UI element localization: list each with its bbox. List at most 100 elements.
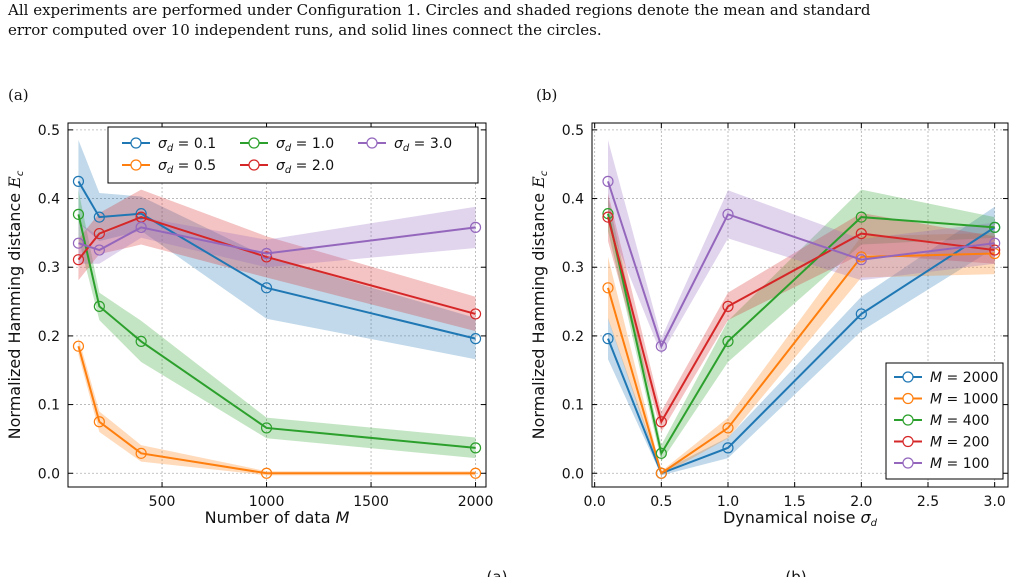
error-band-series-2 [608,189,995,462]
legend-swatch-marker [248,159,260,171]
series-line-4 [607,181,995,349]
legend-swatch-marker [902,457,914,469]
legend-swatch-marker [902,414,914,426]
legend-label: M = 2000 [930,370,998,386]
data-point-2-4 [469,442,482,454]
plot-frame [67,122,487,488]
caption-line-1: All experiments are performed under Conf… [8,1,871,19]
x-tick-label: 0.5 [650,494,672,510]
y-tick-label: 0.3 [38,260,60,276]
data-point-1-2 [135,447,147,459]
data-point-1-3 [260,467,273,479]
error-band-series-4 [78,206,476,268]
data-point-0-0 [72,175,85,187]
data-point-4-0 [72,237,85,249]
legend-swatch-marker [130,137,142,149]
x-axis-label: Dynamical noise σd [723,508,878,529]
x-tick-label: 3.0 [984,494,1006,510]
series-line-1 [607,252,995,475]
series-line-4 [78,226,476,255]
y-tick-label: 0.4 [38,192,60,208]
series-line-0 [607,226,996,475]
data-point-1-0 [602,282,614,294]
data-point-1-1 [655,467,667,479]
data-point-2-3 [855,211,867,223]
x-tick-label: 2.0 [850,494,872,510]
chart-panel-b: 0.0 0.5 1.0 1.5 2.0 2.5 3.0 0.0 0.1 0.2 0.3 0.4 0.5 D… [529,122,1009,529]
y-tick-label: 0.5 [562,123,584,139]
data-point-4-4 [469,221,482,233]
x-tick-label: 500 [149,494,176,510]
x-tick-label: 1.5 [784,494,806,510]
data-point-2-2 [135,335,147,347]
series-line-2 [607,213,995,457]
data-point-0-0 [602,333,614,345]
legend-swatch-marker [248,137,260,149]
error-band-series-1 [608,232,995,476]
legend-label: σd = 3.0 [394,136,452,154]
y-tick-label: 0.2 [562,329,584,345]
legend-swatch-marker [902,371,914,383]
y-axis-label: Normalized Hamming distance Ec [529,170,550,439]
figure-caption: All experiments are performed under Conf… [8,0,1018,40]
data-point-3-2 [722,300,734,312]
chart-panel-a: 500 1000 1500 2000 0.0 0.1 0.2 0.3 0.4 0.5 Number … [5,122,493,527]
x-axis-label: Number of data M [205,508,350,527]
footer-mark-0: (a) [487,568,508,577]
data-point-2-0 [72,208,85,220]
data-point-3-4 [989,244,1001,256]
error-band-series-0 [78,140,476,360]
data-point-0-3 [855,308,867,320]
x-tick-label: 2.5 [917,494,939,510]
y-tick-label: 0.0 [38,466,60,482]
x-tick-label: 1.0 [717,494,739,510]
data-point-3-3 [260,251,273,263]
series-line-3 [77,216,476,315]
legend: σd = 0.1 σd = 0.5 σd = 1.0 σd = 2.0 σd = 3.0 [107,126,479,184]
legend-label: M = 200 [930,435,989,451]
data-point-0-4 [469,333,482,345]
legend-swatch-marker [130,159,142,171]
data-point-3-3 [855,227,867,240]
error-band-series-0 [608,206,995,476]
data-point-3-0 [602,211,614,223]
data-point-2-1 [93,300,105,312]
x-tick-label: 0.0 [584,494,606,510]
data-point-3-0 [72,254,85,266]
data-point-0-3 [260,282,273,294]
data-point-4-2 [135,221,147,233]
data-point-1-4 [469,467,482,479]
footer-mark-1: (b) [785,568,806,577]
legend-label: σd = 2.0 [276,158,334,176]
data-point-2-2 [722,335,734,347]
x-tick-label: 1000 [249,494,285,510]
data-point-4-1 [93,244,105,256]
legend-label: σd = 1.0 [276,136,334,154]
legend-swatch-marker [366,137,378,149]
legend-label: M = 1000 [930,392,998,408]
y-axis-label: Normalized Hamming distance Ec [5,170,26,439]
legend-label: M = 100 [930,456,989,472]
data-point-1-1 [93,416,105,428]
y-tick-label: 0.2 [38,329,60,345]
panel-label-a: (a) [8,86,29,104]
data-point-3-1 [93,227,105,240]
data-point-0-2 [135,208,147,220]
data-point-4-1 [655,340,667,352]
data-point-2-4 [989,221,1001,233]
legend-label: σd = 0.5 [158,158,216,176]
panel-label-b: (b) [536,86,558,104]
error-band-series-4 [608,140,995,355]
series-line-3 [607,216,995,425]
y-tick-label: 0.3 [562,260,584,276]
series-line-2 [77,214,476,449]
series-line-0 [77,180,476,340]
y-tick-label: 0.4 [562,192,584,208]
x-tick-label: 1500 [353,494,389,510]
legend-label: σd = 0.1 [158,136,216,154]
data-point-0-1 [93,211,105,223]
caption-line-2: error computed over 10 independent runs,… [8,21,602,39]
legend-swatch-marker [902,435,914,448]
data-point-4-3 [260,247,273,260]
